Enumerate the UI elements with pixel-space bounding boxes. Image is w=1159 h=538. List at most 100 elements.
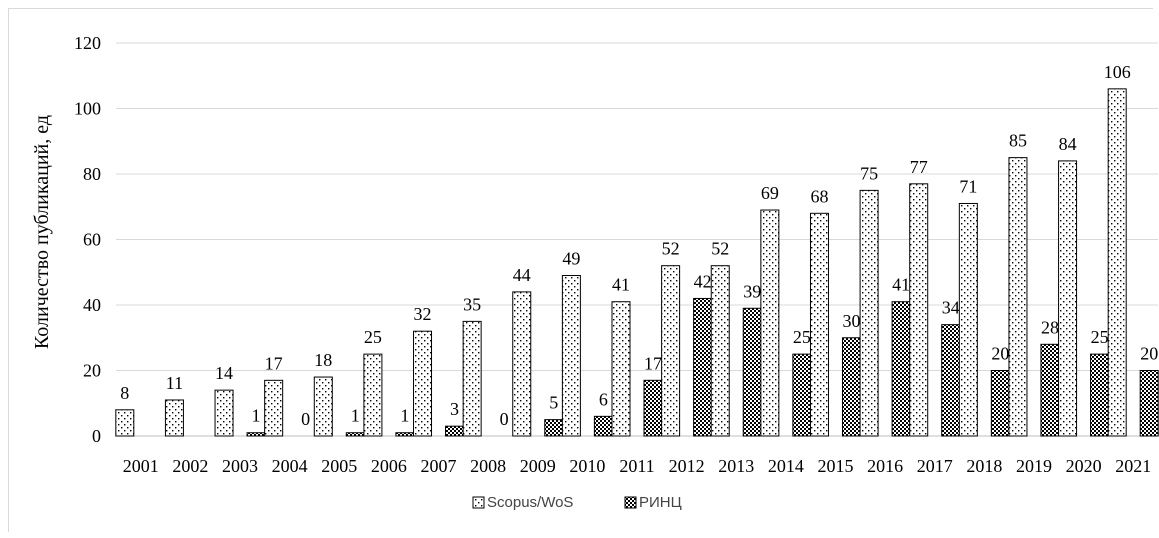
bar-scopus-2016 [859, 189, 879, 437]
bar-rinc-2003 [246, 432, 266, 437]
x-tick-label: 2006 [371, 456, 407, 476]
x-tick-label: 2011 [619, 456, 654, 476]
data-label-scopus-2004: 17 [265, 353, 283, 373]
bar-rinc-2005 [345, 432, 365, 437]
x-tick-label: 2014 [768, 456, 804, 476]
data-label-rinc-2010: 6 [599, 389, 608, 409]
x-tick-label: 2020 [1066, 456, 1102, 476]
data-label-scopus-2015: 68 [810, 186, 828, 206]
bar-scopus-2005 [313, 376, 333, 437]
data-label-scopus-2016: 75 [860, 163, 878, 183]
chart-frame [8, 8, 1153, 532]
y-tick-label: 40 [83, 295, 101, 315]
bar-rinc-2015 [841, 337, 861, 437]
y-tick-label: 60 [83, 230, 101, 250]
bar-scopus-2012 [661, 265, 681, 437]
data-label-scopus-2018: 71 [959, 176, 977, 196]
bar-rinc-2021 [1139, 370, 1159, 437]
data-label-rinc-2014: 25 [793, 327, 811, 347]
x-tick-label: 2001 [123, 456, 159, 476]
x-tick-label: 2016 [867, 456, 903, 476]
x-tick-label: 2009 [520, 456, 556, 476]
bar-rinc-2016 [891, 301, 911, 437]
data-label-rinc-2008: 0 [500, 409, 509, 429]
data-label-rinc-2007: 3 [450, 399, 459, 419]
data-label-scopus-2003: 14 [215, 363, 233, 383]
data-label-rinc-2021: 20 [1140, 344, 1158, 364]
data-label-scopus-2012: 52 [662, 239, 680, 259]
x-tick-label: 2018 [966, 456, 1002, 476]
bar-scopus-2021 [1107, 88, 1127, 437]
y-tick-label: 0 [92, 426, 101, 446]
bar-rinc-2014 [792, 353, 812, 437]
x-tick-label: 2004 [272, 456, 308, 476]
data-label-rinc-2006: 1 [400, 406, 409, 426]
data-label-scopus-2006: 25 [364, 327, 382, 347]
x-tick-label: 2008 [470, 456, 506, 476]
bar-scopus-2002 [164, 399, 184, 437]
data-label-scopus-2007: 32 [414, 304, 432, 324]
data-label-scopus-2014: 69 [761, 183, 779, 203]
bar-scopus-2009 [512, 291, 532, 437]
bar-scopus-2019 [1008, 157, 1028, 437]
gridlines [116, 42, 1158, 437]
bar-scopus-2003 [214, 389, 234, 437]
legend-label-scopus: Scopus/WoS [487, 494, 573, 511]
x-tick-label: 2015 [817, 456, 853, 476]
bar-scopus-2007 [413, 330, 433, 437]
x-tick-label: 2021 [1115, 456, 1151, 476]
bar-rinc-2012 [693, 297, 713, 437]
bar-rinc-2017 [941, 324, 961, 437]
data-label-scopus-2020: 84 [1059, 134, 1077, 154]
legend: Scopus/WoS РИНЦ [472, 494, 682, 511]
bar-scopus-2008 [462, 320, 482, 437]
bar-rinc-2011 [643, 379, 663, 437]
x-tick-label: 2017 [917, 456, 953, 476]
bar-scopus-2006 [363, 353, 383, 437]
x-tick-label: 2007 [421, 456, 457, 476]
data-label-scopus-2002: 11 [166, 373, 183, 393]
legend-label-rinc: РИНЦ [639, 494, 682, 511]
legend-swatch-rinc [624, 496, 637, 509]
data-label-rinc-2018: 20 [991, 344, 1009, 364]
data-label-rinc-2017: 34 [942, 298, 960, 318]
y-tick-label: 120 [74, 33, 101, 53]
x-tick-label: 2010 [569, 456, 605, 476]
bar-rinc-2020 [1090, 353, 1110, 437]
x-tick-label: 2013 [718, 456, 754, 476]
bar-rinc-2013 [742, 307, 762, 437]
data-label-scopus-2009: 44 [513, 265, 531, 285]
bar-scopus-2018 [958, 202, 978, 437]
bar-scopus-2015 [809, 212, 829, 437]
data-label-scopus-2010: 49 [562, 249, 580, 269]
data-label-rinc-2005: 1 [351, 406, 360, 426]
y-tick-label: 80 [83, 164, 101, 184]
bar-scopus-2013 [710, 265, 730, 437]
bar-rinc-2007 [445, 425, 465, 437]
data-label-rinc-2003: 1 [252, 406, 261, 426]
data-label-rinc-2019: 28 [1041, 317, 1059, 337]
x-tick-label: 2012 [669, 456, 705, 476]
bar-rinc-2010 [593, 415, 613, 437]
x-tick-label: 2005 [321, 456, 357, 476]
bar-rinc-2018 [990, 370, 1010, 437]
bar-rinc-2019 [1040, 343, 1060, 437]
bar-rinc-2009 [544, 419, 564, 437]
data-labels: 8 11 1411701812513233504454964117524252396… [120, 62, 1158, 429]
data-label-scopus-2019: 85 [1009, 131, 1027, 151]
x-axis-ticks: 2001 2002 2003 2004 2005 2006 2007 2008 2009 2010… [123, 456, 1151, 476]
y-tick-label: 20 [83, 361, 101, 381]
bar-scopus-2014 [760, 209, 780, 437]
data-label-scopus-2013: 52 [711, 239, 729, 259]
bar-scopus-2020 [1058, 160, 1078, 437]
data-label-scopus-2005: 18 [314, 350, 332, 370]
legend-swatch-scopus [472, 496, 485, 509]
bar-scopus-2004 [264, 379, 284, 437]
bars [115, 88, 1159, 437]
data-label-rinc-2015: 30 [842, 311, 860, 331]
data-label-rinc-2009: 5 [549, 393, 558, 413]
data-label-rinc-2004: 0 [301, 409, 310, 429]
data-label-scopus-2008: 35 [463, 294, 481, 314]
x-tick-label: 2019 [1016, 456, 1052, 476]
data-label-scopus-2017: 77 [910, 157, 928, 177]
